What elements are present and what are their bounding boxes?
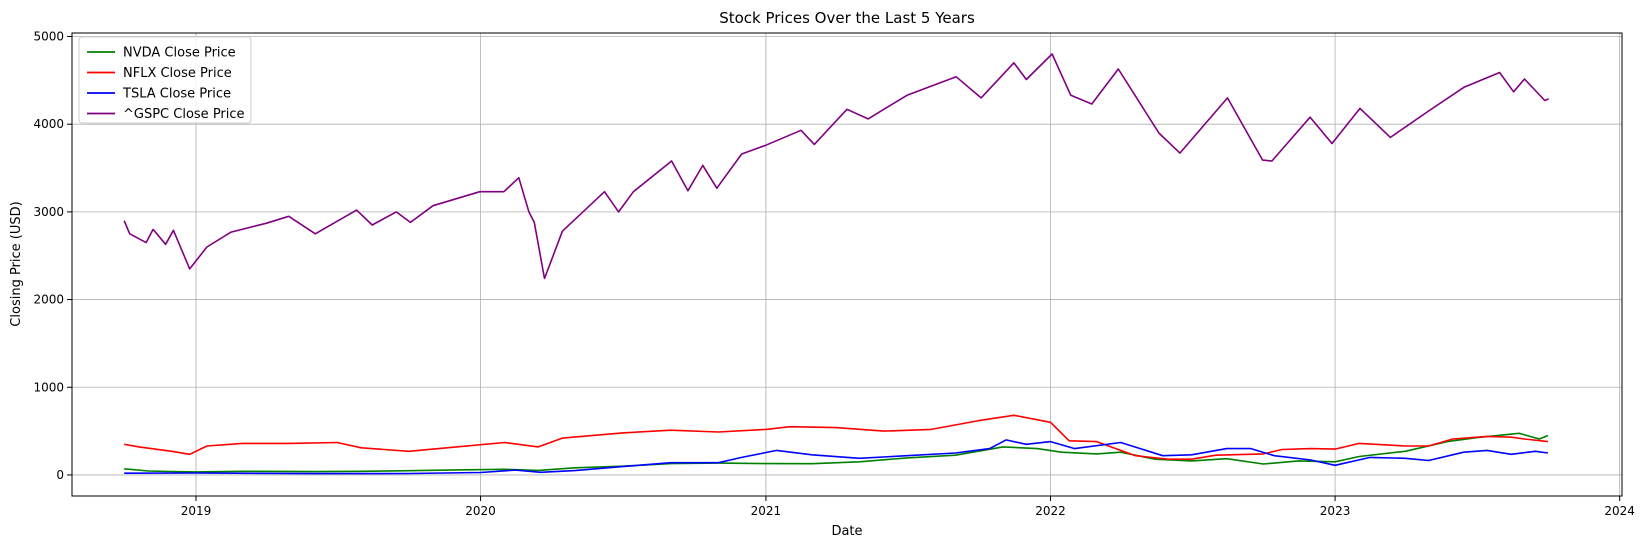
y-tick-label: 1000 [33, 380, 64, 394]
x-axis-label: Date [831, 524, 862, 539]
legend-entry-label: NFLX Close Price [123, 66, 232, 81]
series-line-tsla-close-price [124, 439, 1549, 475]
legend-entry-label: ^GSPC Close Price [123, 107, 245, 122]
x-tick-label: 2019 [181, 504, 212, 518]
x-axis-ticks: 2019 2020 2021 2022 2023 2024 [181, 496, 1635, 518]
y-axis-label: Closing Price (USD) [9, 201, 24, 326]
legend-box [78, 36, 252, 124]
chart-title: Stock Prices Over the Last 5 Years [719, 9, 975, 27]
series-lines [123, 53, 1550, 475]
y-tick-label: 5000 [33, 30, 64, 44]
legend-entry-label: NVDA Close Price [123, 46, 236, 61]
series-line-nvda-close-price [124, 432, 1549, 473]
y-tick-label: 4000 [33, 117, 64, 131]
legend-entry-label: TSLA Close Price [122, 87, 231, 102]
x-tick-label: 2024 [1604, 504, 1635, 518]
y-tick-label: 2000 [33, 293, 64, 307]
x-tick-label: 2021 [751, 504, 782, 518]
series-line-nflx-close-price [124, 414, 1548, 461]
y-tick-label: 3000 [33, 205, 64, 219]
series-line-gspc-close-price [123, 53, 1550, 280]
legend: NVDA Close Price NFLX Close Price TSLA Clo… [78, 36, 252, 124]
x-tick-label: 2022 [1035, 504, 1066, 518]
y-tick-label: 0 [56, 468, 64, 482]
x-tick-label: 2020 [465, 504, 496, 518]
y-axis-ticks: 0 1000 2000 3000 4000 5000 [33, 30, 72, 482]
plot-frame [71, 32, 1623, 497]
x-tick-label: 2023 [1320, 504, 1351, 518]
grid [72, 33, 1622, 496]
